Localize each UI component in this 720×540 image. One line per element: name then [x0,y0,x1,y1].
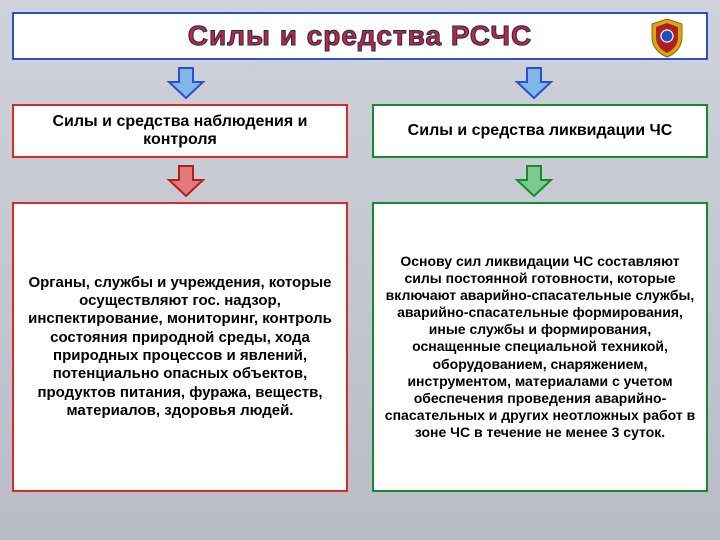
left-body-box: Органы, службы и учреждения, которые осу… [12,202,348,492]
right-heading-box: Силы и средства ликвидации ЧС [372,104,708,158]
arrow-down-icon [165,66,207,100]
right-heading: Силы и средства ликвидации ЧС [408,122,673,140]
arrow-down-icon [165,164,207,198]
heading-row: Силы и средства наблюдения и контроля Си… [12,104,708,158]
arrow-top-right [360,60,708,104]
left-body: Органы, службы и учреждения, которые осу… [24,274,336,420]
arrow-down-icon [513,164,555,198]
arrow-down-icon [513,66,555,100]
emblem-icon [646,17,688,59]
right-body: Основу сил ликвидации ЧС составляют силы… [384,253,696,441]
page-title: Силы и средства РСЧС [188,20,532,52]
body-row: Органы, службы и учреждения, которые осу… [12,202,708,492]
title-bar: Силы и средства РСЧС [12,12,708,60]
arrow-top-left [12,60,360,104]
slide: Силы и средства РСЧС Силы и средства наб… [0,0,720,540]
left-heading-box: Силы и средства наблюдения и контроля [12,104,348,158]
arrow-mid-right [360,158,708,202]
arrow-row-top [12,60,708,104]
arrow-mid-left [12,158,360,202]
left-heading: Силы и средства наблюдения и контроля [24,113,336,149]
right-body-box: Основу сил ликвидации ЧС составляют силы… [372,202,708,492]
arrow-row-mid [12,158,708,202]
